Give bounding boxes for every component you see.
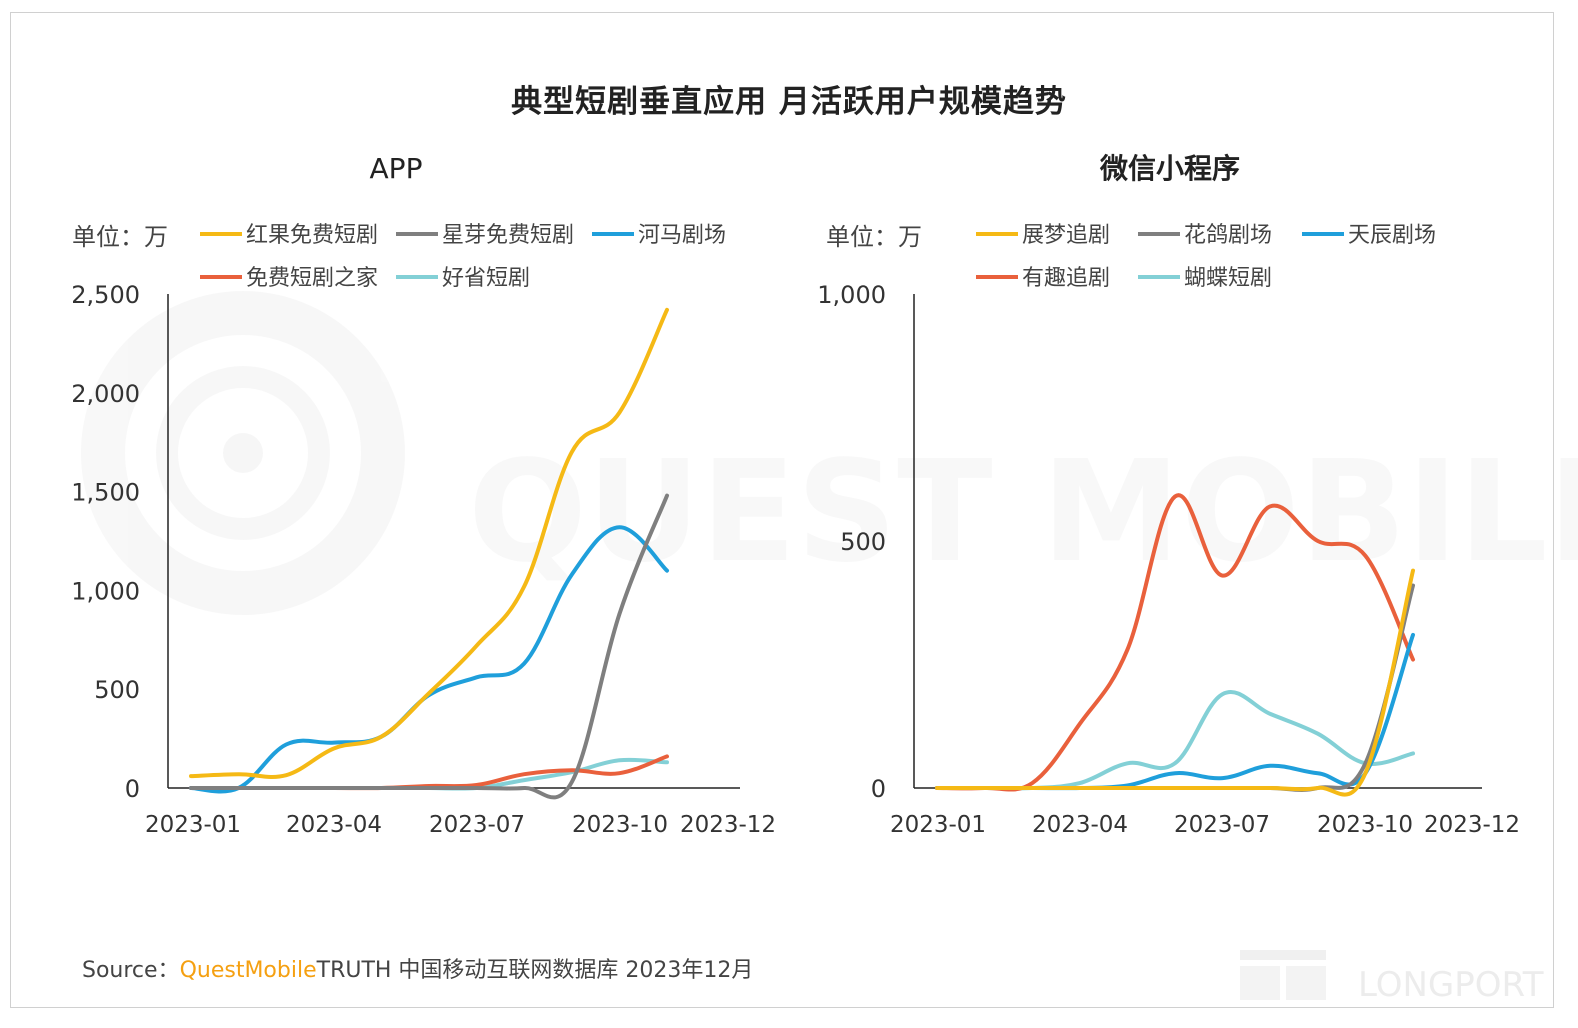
- legend-label: 星芽免费短剧: [442, 223, 574, 248]
- chart-title: APP: [370, 152, 423, 185]
- series-line: [935, 568, 1415, 797]
- x-tick-label: 2023-01: [145, 812, 241, 838]
- legend-label: 花鸽剧场: [1184, 223, 1272, 248]
- source-note: Source：QuestMobileTRUTH 中国移动互联网数据库 2023年…: [82, 952, 753, 984]
- x-tick-label: 2023-01: [890, 812, 986, 838]
- legend-label: 红果免费短剧: [246, 223, 378, 248]
- y-tick-label: 1,000: [71, 577, 140, 605]
- source-label: Source：: [82, 958, 180, 983]
- y-tick-label: 2,000: [71, 380, 140, 408]
- legend-label: 天辰剧场: [1348, 223, 1436, 248]
- source-brand: QuestMobile: [179, 958, 317, 983]
- y-tick-label: 0: [871, 775, 886, 803]
- y-tick-label: 500: [840, 528, 886, 556]
- series-line: [189, 493, 669, 800]
- series-line: [935, 583, 1415, 792]
- chart-frame: [10, 12, 1554, 1008]
- longport-watermark: LONGPORT: [1240, 950, 1544, 1005]
- legend-label: 展梦追剧: [1022, 223, 1110, 248]
- legend-label: 免费短剧之家: [246, 266, 378, 291]
- x-tick-label: 2023-12: [680, 812, 776, 838]
- y-tick-label: 1,000: [817, 281, 886, 309]
- y-tick-label: 2,500: [71, 281, 140, 309]
- x-tick-label: 2023-10: [572, 812, 668, 838]
- series-line: [189, 754, 669, 791]
- x-tick-label: 2023-10: [1317, 812, 1413, 838]
- unit-label: 单位：万: [826, 223, 922, 251]
- longport-watermark-text: LONGPORT: [1358, 965, 1544, 1005]
- legend-label: 有趣追剧: [1022, 266, 1110, 291]
- x-tick-label: 2023-07: [429, 812, 525, 838]
- x-tick-label: 2023-07: [1174, 812, 1270, 838]
- page-title: 典型短剧垂直应用 月活跃用户规模趋势: [511, 84, 1067, 120]
- legend-label: 河马剧场: [638, 223, 726, 248]
- x-tick-label: 2023-04: [286, 812, 382, 838]
- series-line: [189, 525, 669, 794]
- series-line: [189, 307, 669, 779]
- chart-title: 微信小程序: [1099, 152, 1240, 185]
- legend-label: 好省短剧: [442, 266, 530, 291]
- legend-label: 蝴蝶短剧: [1184, 266, 1272, 291]
- questmobile-watermark: QUEST MOBILE: [81, 291, 1578, 615]
- questmobile-watermark-text: QUEST MOBILE: [468, 431, 1578, 594]
- x-tick-label: 2023-04: [1032, 812, 1128, 838]
- source-text: TRUTH 中国移动互联网数据库 2023年12月: [316, 958, 754, 983]
- y-tick-label: 500: [94, 676, 140, 704]
- y-tick-label: 1,500: [71, 479, 140, 507]
- unit-label: 单位：万: [72, 223, 168, 251]
- y-tick-label: 0: [125, 775, 140, 803]
- series-line: [935, 493, 1415, 792]
- x-tick-label: 2023-12: [1424, 812, 1520, 838]
